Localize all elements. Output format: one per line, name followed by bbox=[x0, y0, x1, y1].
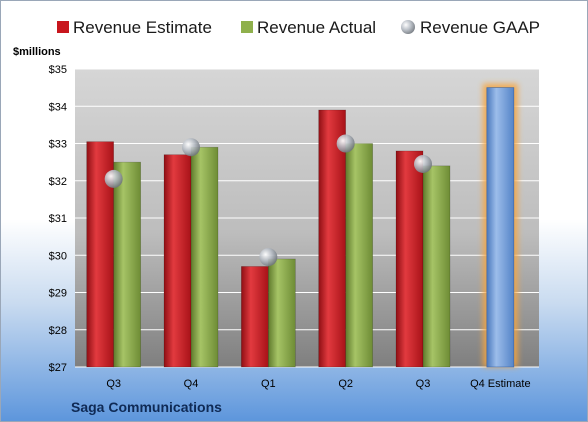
gaap-marker bbox=[259, 248, 278, 267]
bars-group bbox=[86, 83, 518, 368]
y-tick-label: $33 bbox=[49, 139, 67, 151]
actual-bar bbox=[422, 165, 451, 368]
y-unit-label: $millions bbox=[13, 46, 61, 58]
x-axis-ticks: Q3 Q4 Q1 Q2 Q3 Q4 Estimate bbox=[106, 378, 530, 390]
x-tick-label: Q4 Estimate bbox=[470, 378, 531, 390]
y-tick-label: $35 bbox=[49, 64, 67, 76]
actual-bar bbox=[268, 258, 296, 368]
y-tick-label: $30 bbox=[49, 250, 67, 262]
estimate-bar bbox=[318, 109, 346, 368]
gaap-marker bbox=[336, 134, 355, 153]
legend: Revenue Estimate Revenue Actual Revenue … bbox=[57, 18, 540, 37]
y-tick-label: $34 bbox=[49, 101, 67, 113]
x-tick-label: Q3 bbox=[416, 378, 431, 390]
company-name: Saga Communications bbox=[71, 399, 222, 415]
gaap-markers bbox=[104, 134, 432, 267]
gaap-marker bbox=[182, 138, 200, 157]
y-tick-label: $27 bbox=[49, 362, 67, 374]
y-tick-label: $32 bbox=[49, 176, 67, 188]
actual-bar bbox=[113, 161, 141, 368]
legend-swatch-estimate bbox=[57, 21, 69, 33]
gridlines bbox=[75, 68, 539, 368]
estimate-bar bbox=[241, 266, 269, 368]
x-tick-label: Q1 bbox=[261, 378, 276, 390]
legend-swatch-actual bbox=[241, 21, 253, 33]
legend-label-gaap: Revenue GAAP bbox=[420, 18, 540, 37]
y-tick-label: $31 bbox=[49, 213, 67, 225]
estimate-bar bbox=[163, 154, 192, 368]
legend-label-actual: Revenue Actual bbox=[257, 18, 376, 37]
x-tick-label: Q2 bbox=[338, 378, 353, 390]
future-estimate-bar bbox=[486, 87, 515, 368]
gaap-marker bbox=[104, 169, 123, 188]
actual-bar bbox=[190, 146, 219, 368]
actual-bar bbox=[345, 143, 373, 368]
y-tick-label: $28 bbox=[49, 325, 67, 337]
estimate-bar bbox=[395, 150, 424, 368]
x-tick-label: Q3 bbox=[106, 378, 121, 390]
legend-label-estimate: Revenue Estimate bbox=[73, 18, 212, 37]
gaap-marker bbox=[414, 154, 432, 173]
y-axis-ticks: $27 $28 $29 $30 $31 $32 $33 $34 $35 bbox=[49, 64, 67, 374]
legend-swatch-gaap bbox=[401, 20, 415, 34]
y-tick-label: $29 bbox=[49, 288, 67, 300]
x-tick-label: Q4 bbox=[184, 378, 199, 390]
